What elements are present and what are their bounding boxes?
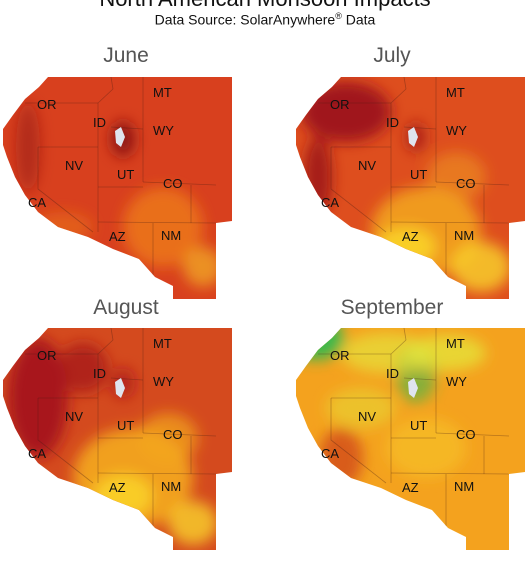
great-salt-lake (408, 378, 418, 398)
state-label-ut: UT (410, 167, 427, 182)
state-label-id: ID (93, 115, 106, 130)
state-label-nv: NV (358, 409, 376, 424)
state-label-wy: WY (153, 374, 174, 389)
state-label-wy: WY (153, 123, 174, 138)
map-graphic: OR ID MT WY NV UT CO CA AZ NM (3, 77, 232, 299)
month-label-july: July (373, 44, 411, 67)
state-label-id: ID (93, 366, 106, 381)
state-label-ca: CA (28, 446, 46, 461)
state-label-wy: WY (446, 123, 467, 138)
state-label-az: AZ (402, 229, 419, 244)
map-panel-september: OR ID MT WY NV UT CO CA AZ NM (296, 328, 525, 550)
state-label-ut: UT (117, 418, 134, 433)
state-label-or: OR (37, 97, 57, 112)
state-borders (25, 77, 217, 277)
month-label-june: June (103, 44, 149, 67)
state-label-nm: NM (454, 479, 474, 494)
state-label-ca: CA (28, 195, 46, 210)
state-label-nm: NM (161, 479, 181, 494)
state-label-mt: MT (153, 336, 172, 351)
state-label-az: AZ (402, 480, 419, 495)
state-label-az: AZ (109, 480, 126, 495)
state-label-ut: UT (410, 418, 427, 433)
state-label-or: OR (330, 348, 350, 363)
state-label-or: OR (330, 97, 350, 112)
state-label-mt: MT (153, 85, 172, 100)
state-label-id: ID (386, 115, 399, 130)
state-label-co: CO (163, 176, 183, 191)
state-label-az: AZ (109, 229, 126, 244)
state-label-nm: NM (454, 228, 474, 243)
great-salt-lake (408, 127, 418, 147)
map-panel-august: OR ID MT WY NV UT CO CA AZ NM (3, 328, 232, 550)
month-label-september: September (340, 296, 444, 319)
state-borders (318, 328, 510, 528)
state-label-co: CO (163, 427, 183, 442)
state-label-co: CO (456, 176, 476, 191)
state-label-mt: MT (446, 336, 465, 351)
state-label-nm: NM (161, 228, 181, 243)
irradiance-shading (301, 82, 511, 292)
state-borders (25, 328, 217, 528)
month-label-august: August (93, 296, 159, 319)
state-label-or: OR (37, 348, 57, 363)
great-salt-lake (115, 127, 125, 147)
state-borders (318, 77, 510, 277)
data-source-caption: Data Source: SolarAnywhere® Data (154, 11, 376, 28)
map-panel-june: OR ID MT WY NV UT CO CA AZ NM (3, 77, 232, 299)
map-panel-july: OR ID MT WY NV UT CO CA AZ NM (296, 77, 525, 299)
state-label-ca: CA (321, 446, 339, 461)
state-label-id: ID (386, 366, 399, 381)
state-label-mt: MT (446, 85, 465, 100)
map-graphic: OR ID MT WY NV UT CO CA AZ NM (3, 328, 232, 550)
map-graphic: OR ID MT WY NV UT CO CA AZ NM (296, 77, 525, 299)
state-label-nv: NV (65, 409, 83, 424)
state-label-ut: UT (117, 167, 134, 182)
state-label-wy: WY (446, 374, 467, 389)
state-label-ca: CA (321, 195, 339, 210)
state-label-nv: NV (358, 158, 376, 173)
map-graphic: OR ID MT WY NV UT CO CA AZ NM (296, 328, 525, 550)
state-label-nv: NV (65, 158, 83, 173)
state-label-co: CO (456, 427, 476, 442)
map-title: North American Monsoon Impacts (0, 0, 530, 12)
great-salt-lake (115, 378, 125, 398)
